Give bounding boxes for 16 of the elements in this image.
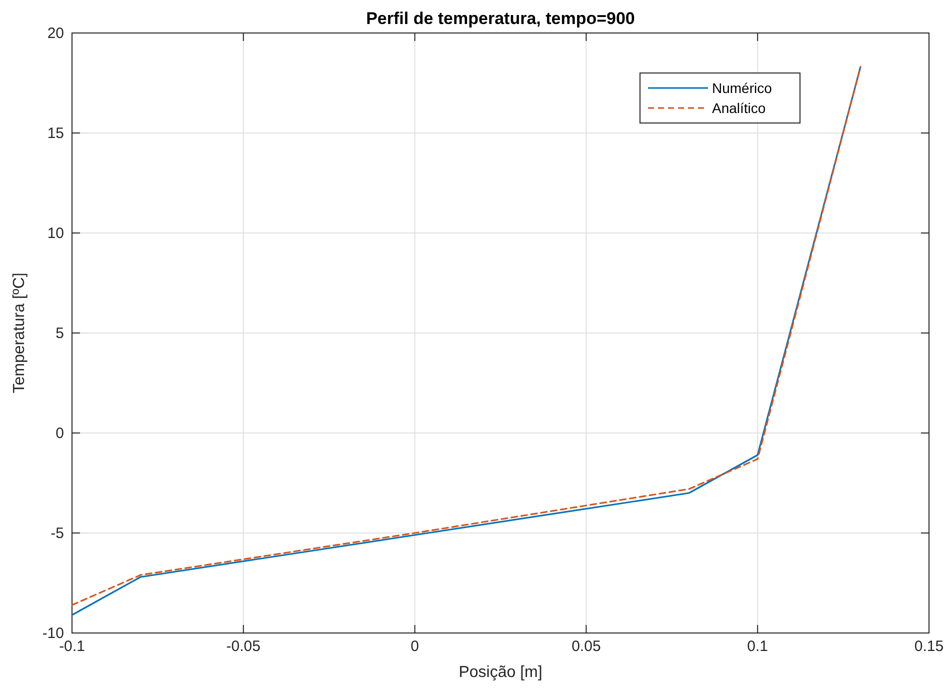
x-tick-label: -0.05 [226, 638, 260, 655]
x-axis-title: Posição [m] [458, 664, 542, 681]
y-tick-label: 20 [47, 25, 64, 42]
legend-label: Analítico [712, 100, 766, 116]
y-tick-label: -5 [50, 525, 64, 542]
x-tick-label: 0.1 [747, 638, 768, 655]
x-tick-label: 0.15 [914, 638, 944, 655]
y-tick-label: 10 [47, 225, 64, 242]
x-tick-label: 0 [410, 638, 419, 655]
chart-title: Perfil de temperatura, tempo=900 [366, 9, 635, 28]
y-axis-title: Temperatura [ºC] [11, 272, 28, 394]
legend-label: Numérico [712, 80, 772, 96]
y-tick-label: 5 [56, 325, 64, 342]
y-tick-label: 15 [47, 125, 64, 142]
y-tick-label: 0 [56, 425, 64, 442]
x-tick-label: 0.05 [572, 638, 601, 655]
